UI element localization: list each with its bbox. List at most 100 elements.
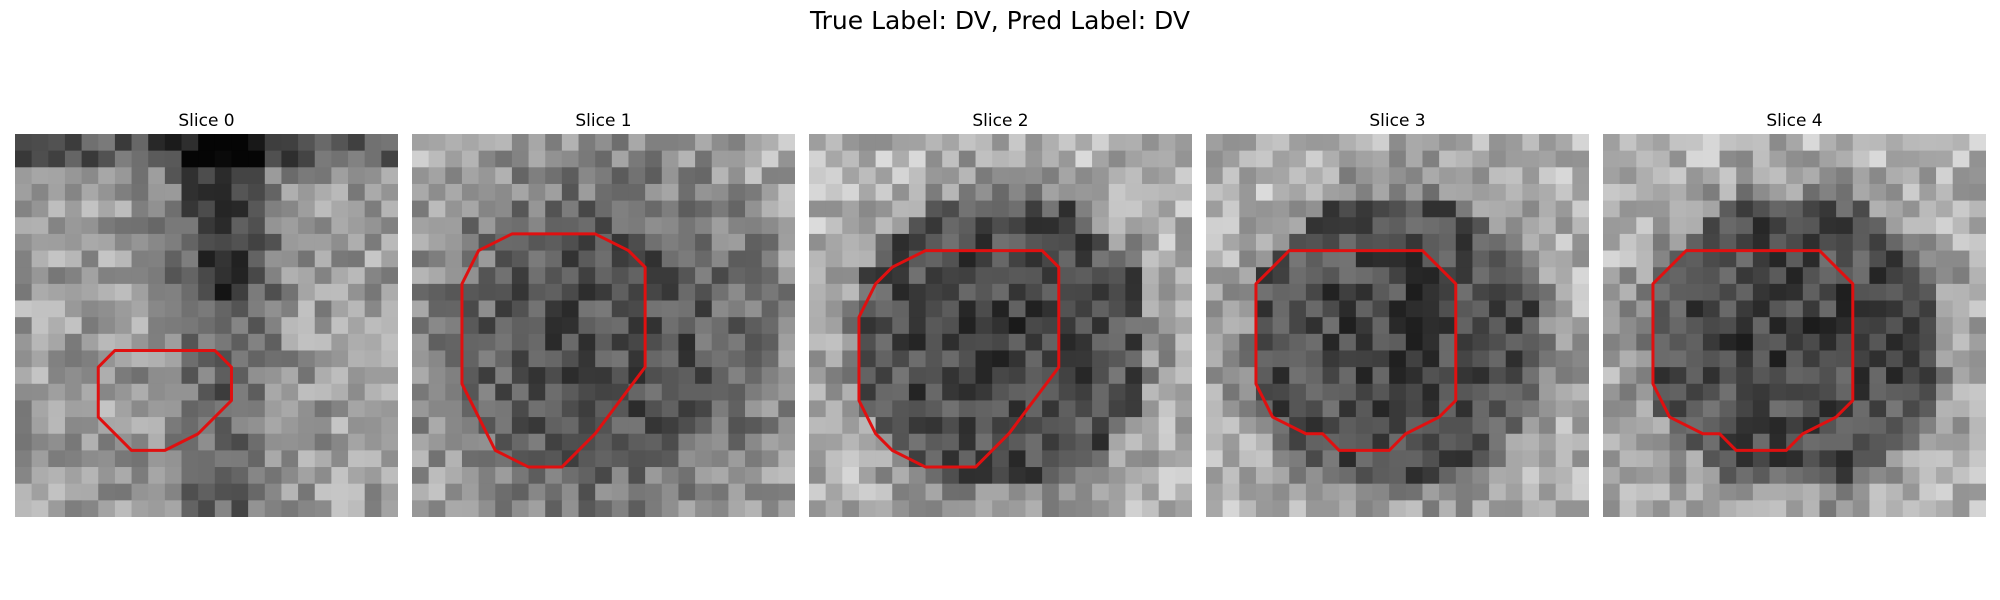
pixel [695,317,713,335]
pixel [81,134,99,152]
pixel [1736,300,1754,318]
pixel [1372,417,1390,435]
pixel [131,467,149,485]
pixel [1405,134,1423,152]
pixel [1936,233,1954,252]
pixel [1652,433,1671,451]
pixel [908,450,927,468]
pixel [1472,267,1490,285]
pixel [1372,300,1390,318]
pixel [1025,350,1043,368]
pixel [628,450,646,468]
pixel [711,134,729,152]
pixel [1952,300,1970,318]
pixel [1042,200,1060,218]
pixel [148,200,166,218]
pixel [1736,467,1754,485]
pixel [1142,400,1160,418]
pixel [1322,417,1340,435]
pixel [1802,383,1820,401]
pixel [1472,400,1490,418]
pixel [1472,433,1490,451]
pixel [1902,183,1920,202]
pixel [545,450,563,468]
pixel [778,350,795,368]
pixel [1025,467,1043,485]
pixel [1175,367,1192,385]
pixel [98,400,116,418]
pixel [1852,217,1870,235]
pixel [248,483,266,501]
pixel [131,333,149,351]
pixel [892,467,910,485]
pixel [1389,400,1407,418]
pixel [595,134,613,152]
pixel [809,317,827,335]
pixel [1603,183,1621,202]
pixel [381,300,398,318]
pixel [545,134,563,152]
pixel [528,217,546,235]
pixel [1305,250,1324,268]
slice-panel-1: Slice 1 [412,109,795,517]
slice-panel-4: Slice 4 [1603,109,1986,517]
pixel [148,383,166,401]
pixel [1125,400,1143,418]
pixel [1702,217,1721,235]
pixel [1322,350,1340,368]
pixel [1603,367,1621,385]
pixel [645,467,663,485]
pixel [1952,383,1970,401]
pixel [728,200,746,218]
pixel [1572,367,1589,385]
pixel [461,134,480,152]
pixel [1505,467,1523,485]
pixel [1636,267,1654,285]
pixel [809,333,827,351]
pixel [1042,283,1060,302]
pixel [412,217,430,235]
pixel [1142,367,1160,385]
pixel [728,383,746,401]
pixel [148,183,166,202]
pixel [1355,450,1374,468]
pixel [1952,433,1970,451]
pixel [1669,400,1687,418]
pixel [181,383,199,401]
pixel [825,333,843,351]
pixel [628,383,646,401]
pixel [1819,367,1837,385]
pixel [595,317,613,335]
pixel [181,283,199,302]
pixel [281,150,299,168]
pixel [958,350,977,368]
pixel [1555,183,1573,202]
pixel [1108,417,1126,435]
pixel [825,433,843,451]
pixel [711,150,729,168]
pixel [381,350,398,368]
pixel [1439,417,1457,435]
pixel [1702,317,1721,335]
pixel [31,183,49,202]
pixel [942,400,960,418]
slice-title: Slice 3 [1369,111,1426,131]
pixel [1339,367,1357,385]
pixel [1802,233,1820,252]
pixel [164,317,183,335]
pixel [628,417,646,435]
pixel [975,400,993,418]
pixel [381,367,398,385]
pixel [778,134,795,152]
pixel [1769,383,1787,401]
pixel [1539,450,1557,468]
pixel [348,300,366,318]
pixel [412,500,430,517]
pixel [1702,450,1721,468]
pixel [1936,467,1954,485]
pixel [164,400,183,418]
pixel [1769,333,1787,351]
pixel [298,367,316,385]
pixel [48,483,66,501]
pixel [975,467,993,485]
